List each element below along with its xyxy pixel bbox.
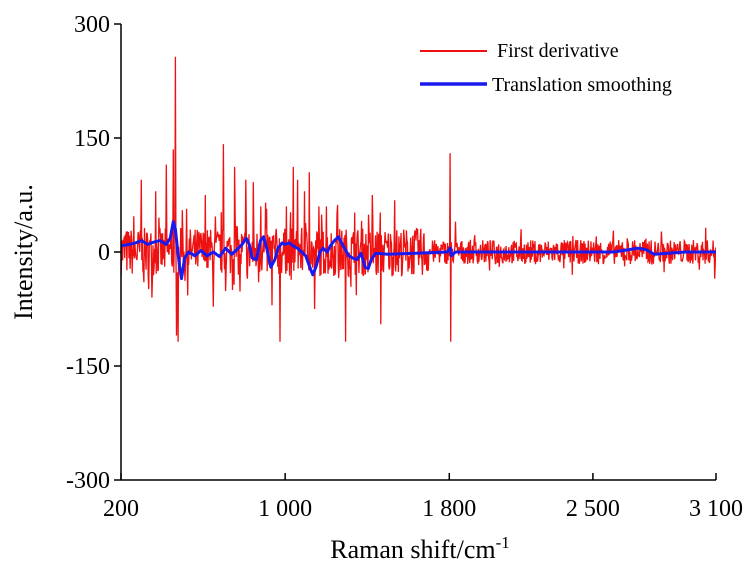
y-axis-title: Intensity/a.u. — [9, 184, 38, 320]
y-tick-label: 300 — [74, 12, 110, 38]
y-tick-label: 0 — [98, 240, 110, 266]
legend: First derivative Translation smoothing — [420, 40, 672, 96]
x-tick-label: 1 800 — [422, 496, 476, 522]
x-axis-title-main: Raman shift/cm — [330, 535, 495, 564]
y-tick-label: -150 — [66, 354, 110, 380]
y-tick-label: 150 — [74, 126, 110, 152]
x-tick-label: 3 100 — [689, 496, 743, 522]
series-layer — [121, 56, 716, 342]
y-tick-label: -300 — [66, 468, 110, 494]
x-tick-label: 2 500 — [566, 496, 620, 522]
x-axis-title-superscript: -1 — [496, 533, 510, 552]
legend-label-translation-smoothing: Translation smoothing — [492, 74, 672, 96]
x-tick-label: 1 000 — [258, 496, 312, 522]
series-line-first-derivative — [121, 56, 716, 342]
series-line-translation-smoothing — [121, 220, 716, 281]
legend-label-first-derivative: First derivative — [497, 40, 619, 62]
x-tick-label: 200 — [103, 496, 139, 522]
x-axis-title: Raman shift/cm-1 — [330, 533, 510, 564]
